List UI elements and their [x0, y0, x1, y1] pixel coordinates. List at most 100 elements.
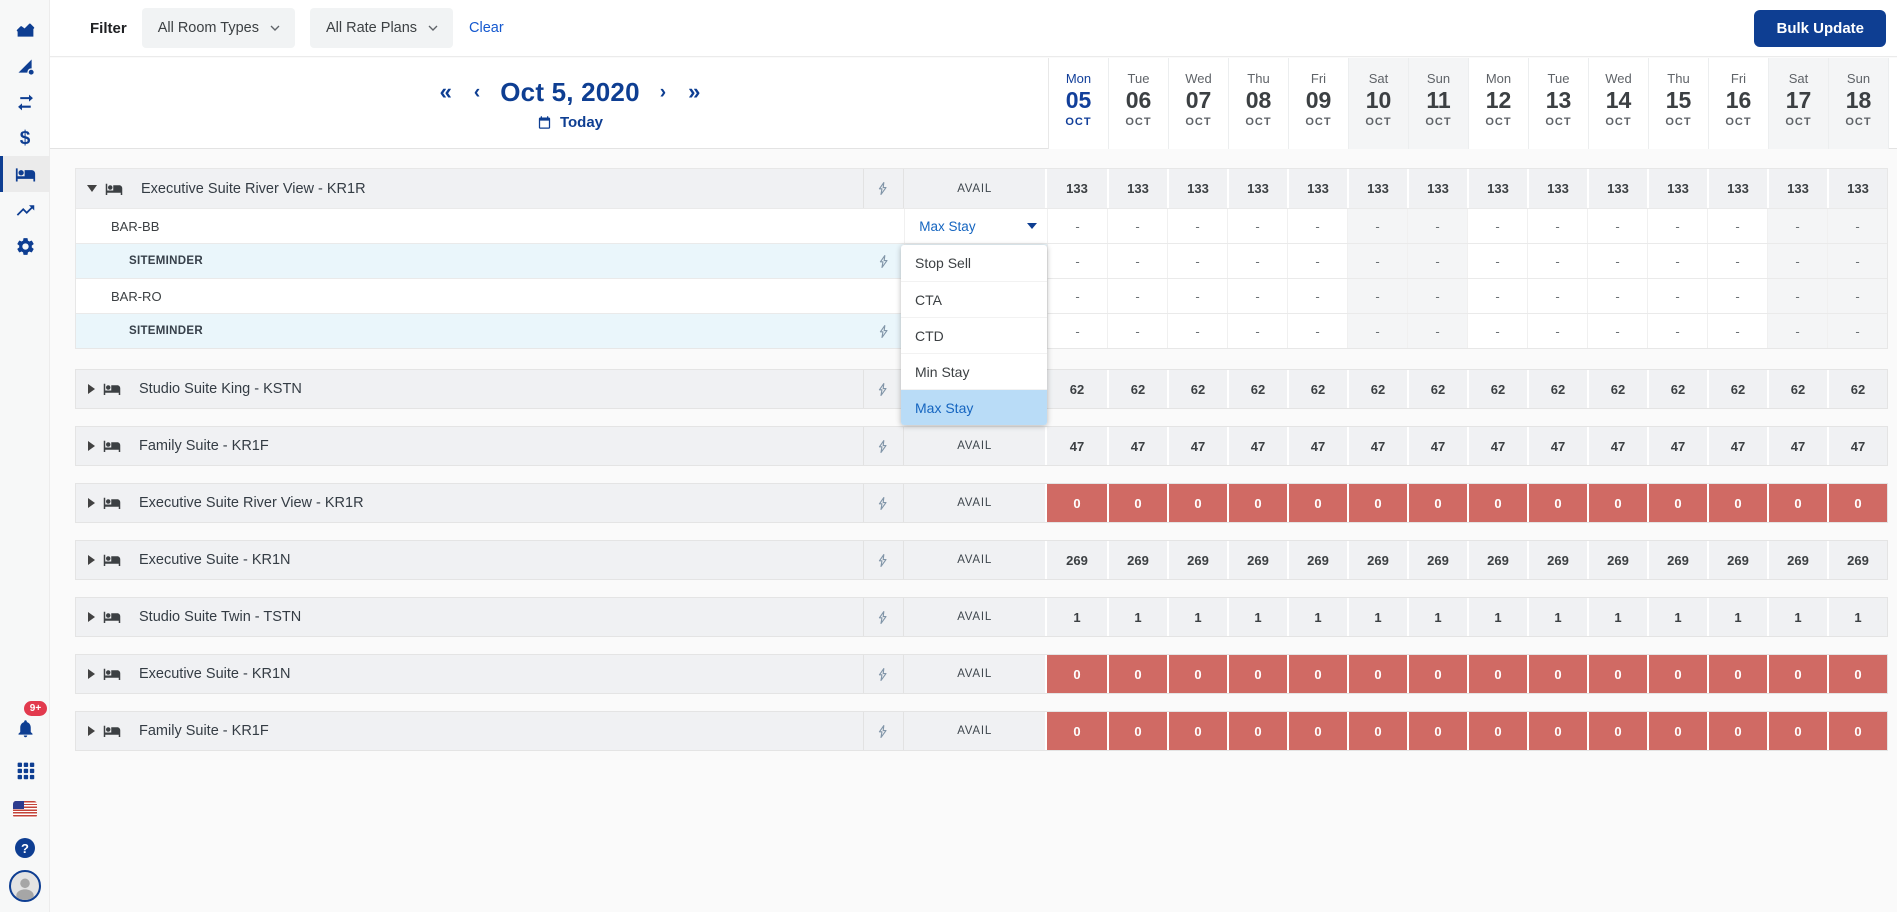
value-cell[interactable]: -: [1767, 244, 1827, 278]
value-cell[interactable]: 0: [1287, 484, 1347, 522]
value-cell[interactable]: -: [1587, 244, 1647, 278]
value-cell[interactable]: -: [1647, 244, 1707, 278]
value-cell[interactable]: -: [1287, 244, 1347, 278]
value-cell[interactable]: 269: [1767, 541, 1827, 579]
auto-update-flash-icon[interactable]: [864, 655, 905, 693]
value-cell[interactable]: 1: [1227, 598, 1287, 636]
value-cell[interactable]: 0: [1827, 484, 1887, 522]
last-page-icon[interactable]: »: [688, 79, 701, 104]
value-cell[interactable]: 1: [1167, 598, 1227, 636]
value-cell[interactable]: -: [1047, 314, 1107, 348]
expand-toggle-icon[interactable]: [88, 555, 95, 565]
value-cell[interactable]: 133: [1227, 169, 1287, 208]
sidebar-item-trends[interactable]: [0, 192, 50, 228]
value-cell[interactable]: 0: [1647, 655, 1707, 693]
value-cell[interactable]: -: [1827, 244, 1887, 278]
value-cell[interactable]: 1: [1467, 598, 1527, 636]
day-header-sat-17[interactable]: Sat 17 OCT: [1769, 58, 1829, 149]
value-cell[interactable]: 0: [1167, 655, 1227, 693]
day-header-tue-13[interactable]: Tue 13 OCT: [1529, 58, 1589, 149]
value-cell[interactable]: -: [1647, 209, 1707, 243]
value-cell[interactable]: -: [1107, 209, 1167, 243]
value-cell[interactable]: 0: [1587, 712, 1647, 750]
value-cell[interactable]: 0: [1227, 712, 1287, 750]
first-page-icon[interactable]: «: [439, 79, 452, 104]
value-cell[interactable]: -: [1227, 244, 1287, 278]
value-cell[interactable]: -: [1347, 244, 1407, 278]
value-cell[interactable]: -: [1227, 279, 1287, 313]
day-header-tue-06[interactable]: Tue 06 OCT: [1109, 58, 1169, 149]
auto-update-flash-icon[interactable]: [864, 541, 905, 579]
expand-toggle-icon[interactable]: [88, 612, 95, 622]
value-cell[interactable]: 0: [1527, 655, 1587, 693]
value-cell[interactable]: -: [1167, 209, 1227, 243]
value-cell[interactable]: 269: [1227, 541, 1287, 579]
value-cell[interactable]: 62: [1407, 370, 1467, 408]
value-cell[interactable]: 62: [1227, 370, 1287, 408]
value-cell[interactable]: 1: [1587, 598, 1647, 636]
value-cell[interactable]: 0: [1287, 712, 1347, 750]
bulk-update-button[interactable]: Bulk Update: [1754, 9, 1886, 47]
value-cell[interactable]: 133: [1287, 169, 1347, 208]
expand-toggle-icon[interactable]: [88, 726, 95, 736]
value-cell[interactable]: 1: [1527, 598, 1587, 636]
value-cell[interactable]: 269: [1167, 541, 1227, 579]
value-cell[interactable]: -: [1827, 209, 1887, 243]
value-cell[interactable]: 0: [1767, 712, 1827, 750]
value-cell[interactable]: 269: [1827, 541, 1887, 579]
value-cell[interactable]: 0: [1467, 712, 1527, 750]
value-cell[interactable]: 62: [1287, 370, 1347, 408]
value-cell[interactable]: 0: [1047, 484, 1107, 522]
value-cell[interactable]: 0: [1467, 655, 1527, 693]
value-cell[interactable]: 0: [1527, 712, 1587, 750]
auto-update-flash-icon[interactable]: [864, 427, 905, 465]
value-cell[interactable]: -: [1707, 314, 1767, 348]
value-cell[interactable]: -: [1707, 209, 1767, 243]
value-cell[interactable]: -: [1167, 244, 1227, 278]
value-cell[interactable]: 0: [1407, 712, 1467, 750]
value-cell[interactable]: 47: [1407, 427, 1467, 465]
value-cell[interactable]: -: [1287, 279, 1347, 313]
value-cell[interactable]: -: [1407, 244, 1467, 278]
menu-item-cta[interactable]: CTA: [901, 281, 1047, 317]
value-cell[interactable]: 0: [1827, 655, 1887, 693]
value-cell[interactable]: -: [1407, 209, 1467, 243]
value-cell[interactable]: 133: [1467, 169, 1527, 208]
value-cell[interactable]: 133: [1827, 169, 1887, 208]
value-cell[interactable]: 133: [1767, 169, 1827, 208]
value-cell[interactable]: -: [1827, 279, 1887, 313]
value-cell[interactable]: 0: [1107, 712, 1167, 750]
sidebar-item-rate-insights[interactable]: [0, 48, 50, 84]
day-header-wed-14[interactable]: Wed 14 OCT: [1589, 58, 1649, 149]
sidebar-item-channel-sync[interactable]: [0, 84, 50, 120]
value-cell[interactable]: -: [1467, 279, 1527, 313]
value-cell[interactable]: -: [1287, 314, 1347, 348]
value-cell[interactable]: -: [1527, 314, 1587, 348]
value-cell[interactable]: 62: [1069, 381, 1085, 397]
value-cell[interactable]: 47: [1527, 427, 1587, 465]
room-row[interactable]: Executive Suite River View - KR1R AVAIL 0 0…: [75, 483, 1888, 523]
menu-item-ctd[interactable]: CTD: [901, 317, 1047, 353]
value-cell[interactable]: 133: [1066, 181, 1088, 196]
value-cell[interactable]: -: [1047, 209, 1107, 243]
value-cell[interactable]: -: [1107, 279, 1167, 313]
value-cell[interactable]: 0: [1167, 484, 1227, 522]
collapse-toggle-icon[interactable]: [87, 185, 97, 192]
value-cell[interactable]: 47: [1287, 427, 1347, 465]
value-cell[interactable]: 269: [1066, 552, 1088, 568]
day-header-sun-11[interactable]: Sun 11 OCT: [1409, 58, 1469, 149]
value-cell[interactable]: 47: [1587, 427, 1647, 465]
value-cell[interactable]: 0: [1347, 484, 1407, 522]
value-cell[interactable]: -: [1587, 314, 1647, 348]
room-row[interactable]: Executive Suite - KR1N AVAIL 0 0 0 0 0 0 0 0 0 0 0 0 0…: [75, 654, 1888, 694]
value-cell[interactable]: 133: [1587, 169, 1647, 208]
menu-item-max-stay[interactable]: Max Stay: [901, 389, 1047, 425]
auto-update-flash-icon[interactable]: [864, 314, 905, 348]
value-cell[interactable]: 62: [1347, 370, 1407, 408]
value-cell[interactable]: -: [1407, 279, 1467, 313]
day-header-thu-15[interactable]: Thu 15 OCT: [1649, 58, 1709, 149]
room-row[interactable]: Family Suite - KR1F AVAIL 47 47 47 47 47 47 47 47…: [75, 426, 1888, 466]
value-cell[interactable]: 133: [1707, 169, 1767, 208]
value-cell[interactable]: -: [1047, 244, 1107, 278]
value-cell[interactable]: -: [1287, 209, 1347, 243]
